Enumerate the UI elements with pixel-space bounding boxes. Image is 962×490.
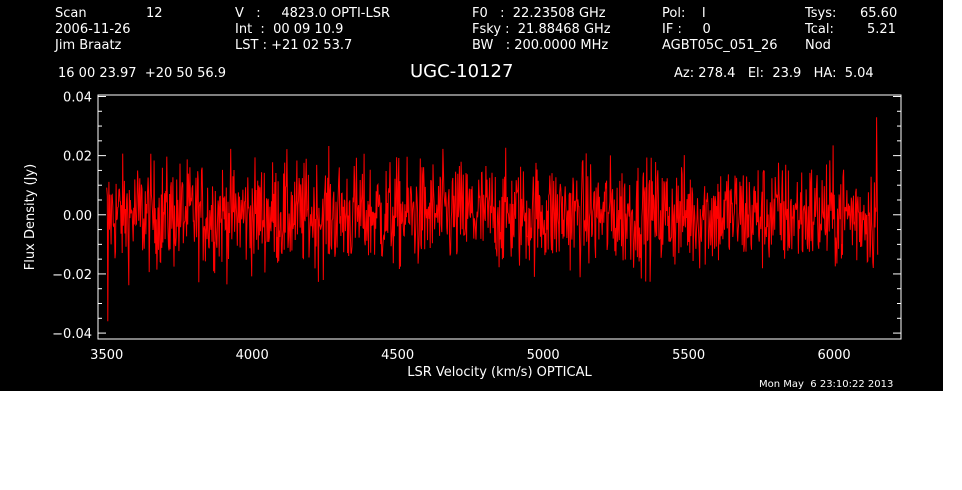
spectrum-chart: 3500 4000 4500 5000 5500 6000 −0.04 −0.02 0.00 0… bbox=[23, 90, 902, 380]
spectrum-trace bbox=[106, 117, 879, 322]
y-axis-label: Flux Density (Jy) bbox=[23, 164, 38, 270]
rest-frequency: F0 : 22.23508 GHz bbox=[472, 6, 606, 21]
y-tick-label: 0.02 bbox=[63, 150, 92, 165]
spectrum-plot-panel: Scan 12 2006-11-26 Jim Braatz V : 4823.0… bbox=[0, 0, 943, 391]
x-tick-label: 6000 bbox=[818, 348, 851, 363]
observation-date: 2006-11-26 bbox=[55, 22, 131, 37]
tcal-value: 5.21 bbox=[867, 22, 896, 37]
y-tick-label: 0.00 bbox=[63, 209, 92, 224]
integration-time: Int : 00 09 10.9 bbox=[235, 22, 344, 37]
tcal-label: Tcal: bbox=[805, 22, 834, 37]
scan-label: Scan bbox=[55, 6, 87, 21]
scan-number: 12 bbox=[146, 6, 163, 21]
x-tick-label: 4000 bbox=[236, 348, 269, 363]
y-tick-label: −0.02 bbox=[52, 268, 92, 283]
plot-frame bbox=[97, 94, 902, 340]
bandwidth: BW : 200.0000 MHz bbox=[472, 38, 609, 53]
y-tick-label: −0.04 bbox=[52, 327, 92, 342]
x-axis-ticks: 3500 4000 4500 5000 5500 6000 bbox=[90, 348, 850, 363]
x-tick-label: 4500 bbox=[381, 348, 414, 363]
timestamp: Mon May 6 23:10:22 2013 bbox=[759, 379, 894, 390]
velocity-info: V : 4823.0 OPTI-LSR bbox=[235, 6, 391, 21]
y-tick-label: 0.04 bbox=[63, 90, 92, 105]
polarization: Pol: I bbox=[662, 6, 706, 21]
project-id: AGBT05C_051_26 bbox=[662, 38, 778, 53]
source-coordinates: 16 00 23.97 +20 50 56.9 bbox=[58, 66, 227, 81]
switching-mode: Nod bbox=[805, 38, 831, 53]
x-tick-label: 3500 bbox=[90, 348, 123, 363]
observer-name: Jim Braatz bbox=[55, 38, 122, 53]
y-axis-ticks: −0.04 −0.02 0.00 0.02 0.04 bbox=[52, 90, 901, 342]
x-axis-label: LSR Velocity (km/s) OPTICAL bbox=[407, 365, 592, 380]
if-number: IF : 0 bbox=[662, 22, 711, 37]
az-el-ha: Az: 278.4 El: 23.9 HA: 5.04 bbox=[674, 66, 874, 81]
x-tick-label: 5500 bbox=[672, 348, 705, 363]
lst-info: LST : +21 02 53.7 bbox=[235, 38, 353, 53]
source-name: UGC-10127 bbox=[410, 61, 514, 82]
tsys-value: 65.60 bbox=[860, 6, 898, 21]
sky-frequency: Fsky : 21.88468 GHz bbox=[472, 22, 611, 37]
x-tick-label: 5000 bbox=[527, 348, 560, 363]
tsys-label: Tsys: bbox=[805, 6, 837, 21]
